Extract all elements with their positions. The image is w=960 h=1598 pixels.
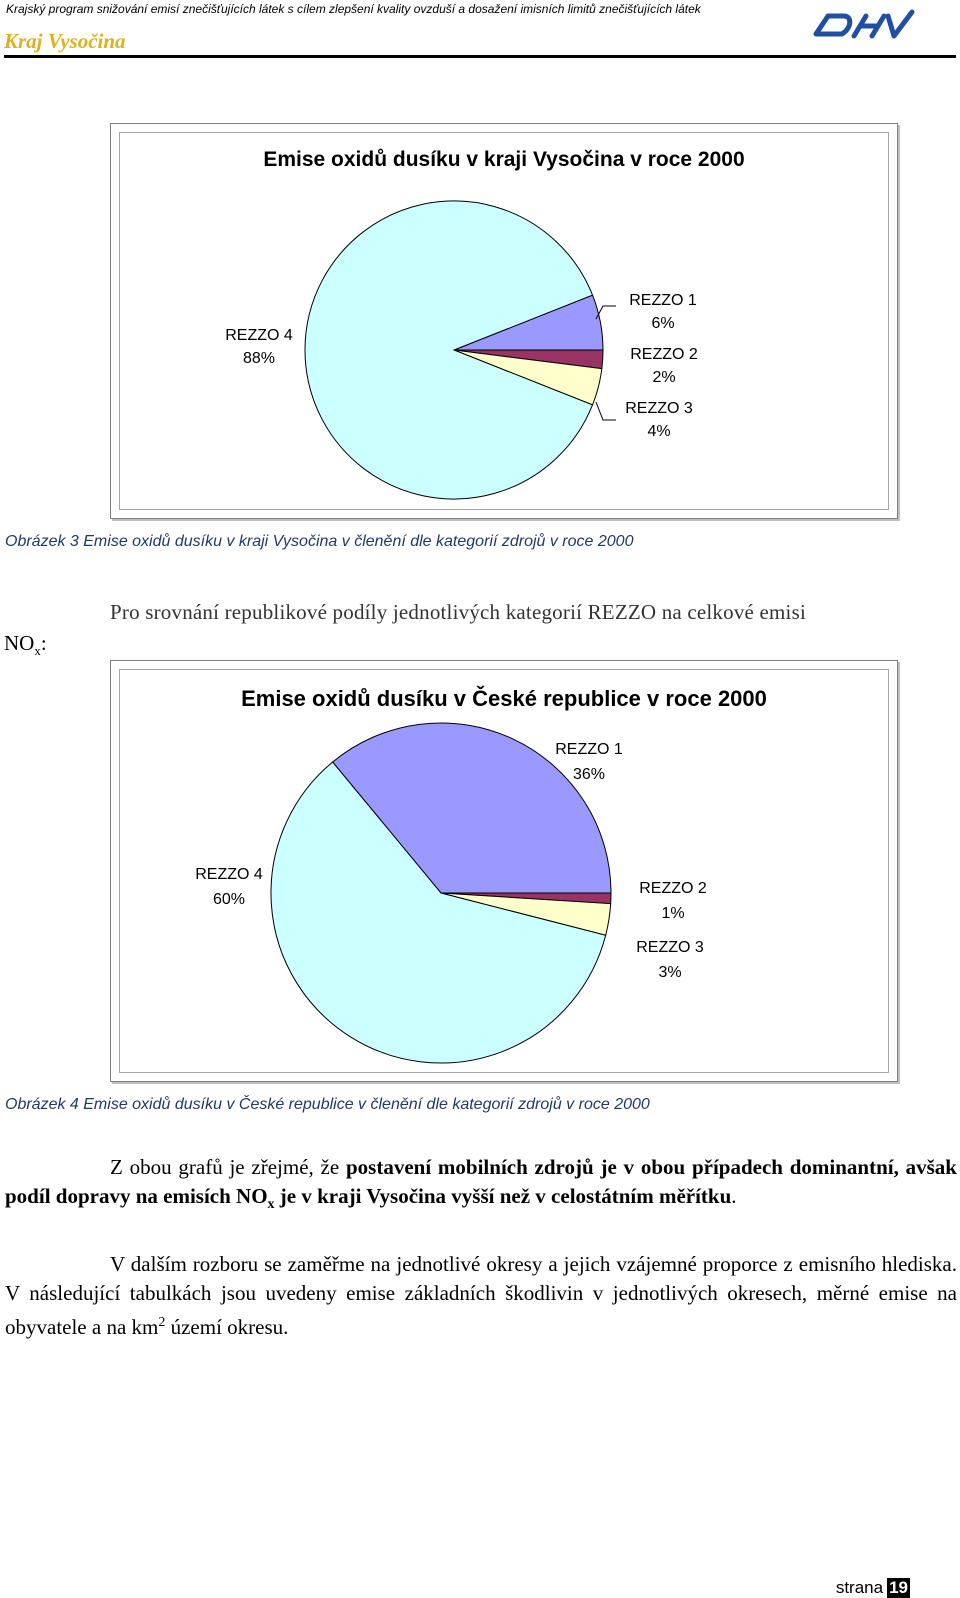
plot-area bbox=[119, 132, 889, 510]
para1-end: . bbox=[731, 1184, 737, 1208]
figure3-caption: Obrázek 3 Emise oxidů dusíku v kraji Vys… bbox=[5, 533, 634, 550]
label-rezzo3-name: REZZO 3 bbox=[636, 939, 704, 956]
slice-labels: REZZO 1 36% REZZO 4 60% REZZO 2 1% REZZO… bbox=[195, 741, 707, 981]
region-title: Kraj Vysočina bbox=[4, 29, 126, 53]
label-rezzo1-value: 6% bbox=[651, 315, 674, 332]
dhv-logo-icon bbox=[813, 9, 915, 39]
page-footer: strana 19 bbox=[836, 1578, 910, 1598]
para2-text: V dalším rozboru se zaměřme na jednotliv… bbox=[5, 1252, 957, 1339]
chart-title: Emise oxidů dusíku v kraji Vysočina v ro… bbox=[263, 148, 744, 171]
label-rezzo4-value: 60% bbox=[213, 891, 245, 908]
figure4-caption: Obrázek 4 Emise oxidů dusíku v České rep… bbox=[5, 1096, 650, 1113]
para2-sup: 2 bbox=[158, 1315, 166, 1330]
header-rule bbox=[4, 55, 956, 58]
paragraph-conclusion: Z obou grafů je zřejmé, že postavení mob… bbox=[5, 1153, 957, 1219]
plot-area bbox=[119, 669, 889, 1073]
slice-labels: REZZO 4 88% REZZO 1 6% REZZO 2 2% REZZO … bbox=[225, 292, 698, 440]
pie-chart-cr: Emise oxidů dusíku v České republice v r… bbox=[195, 686, 767, 1064]
nox-label-text: NO bbox=[4, 631, 35, 655]
slice-rezzo4 bbox=[270, 761, 607, 1064]
para1-bold: postavení mobilních zdrojů je v obou pří… bbox=[5, 1155, 957, 1212]
nox-label: NOx: bbox=[4, 631, 47, 659]
label-rezzo3-name: REZZO 3 bbox=[625, 400, 693, 417]
nox-label-colon: : bbox=[40, 631, 47, 655]
label-rezzo3-value: 4% bbox=[647, 423, 670, 440]
chart-vysocina: Emise oxidů dusíku v kraji Vysočina v ro… bbox=[110, 123, 898, 519]
label-rezzo4-name: REZZO 4 bbox=[225, 327, 293, 344]
para1-text: Z obou grafů je zřejmé, že bbox=[110, 1155, 346, 1179]
comparison-intro: Pro srovnání republikové podíly jednotli… bbox=[110, 600, 807, 624]
leader-rezzo1 bbox=[595, 305, 616, 320]
label-rezzo1-name: REZZO 1 bbox=[629, 292, 697, 309]
leader-lines bbox=[595, 305, 616, 421]
label-rezzo1-value: 36% bbox=[573, 766, 605, 783]
para2-end: území okresu. bbox=[165, 1315, 289, 1339]
pie-slices bbox=[304, 200, 604, 500]
leader-rezzo3 bbox=[595, 401, 616, 421]
pie-chart-vysocina: Emise oxidů dusíku v kraji Vysočina v ro… bbox=[225, 148, 745, 500]
label-rezzo1-name: REZZO 1 bbox=[555, 741, 623, 758]
para1-bold-text2: je v kraji Vysočina vyšší než v celostát… bbox=[274, 1184, 732, 1208]
label-rezzo4-value: 88% bbox=[243, 350, 275, 367]
slice-rezzo4 bbox=[304, 200, 594, 500]
chart-cr: Emise oxidů dusíku v České republice v r… bbox=[110, 660, 898, 1082]
label-rezzo2-name: REZZO 2 bbox=[630, 346, 698, 363]
para1-bold-text: postavení mobilních zdrojů je v obou pří… bbox=[5, 1155, 957, 1208]
paragraph-next-analysis: V dalším rozboru se zaměřme na jednotliv… bbox=[5, 1250, 957, 1342]
pie-slices bbox=[270, 722, 612, 1064]
label-rezzo4-name: REZZO 4 bbox=[195, 866, 263, 883]
label-rezzo2-name: REZZO 2 bbox=[639, 880, 707, 897]
label-rezzo2-value: 2% bbox=[652, 369, 675, 386]
para1-bold-sub: x bbox=[267, 1197, 275, 1213]
slice-rezzo1 bbox=[331, 722, 612, 894]
chart-title: Emise oxidů dusíku v České republice v r… bbox=[241, 686, 767, 711]
nox-label-sub: x bbox=[34, 643, 41, 659]
program-title: Krajský program snižování emisí znečišťu… bbox=[6, 2, 701, 16]
label-rezzo2-value: 1% bbox=[661, 905, 684, 922]
page-number: 19 bbox=[887, 1578, 910, 1598]
label-rezzo3-value: 3% bbox=[658, 964, 681, 981]
page-label: strana bbox=[835, 1578, 884, 1597]
